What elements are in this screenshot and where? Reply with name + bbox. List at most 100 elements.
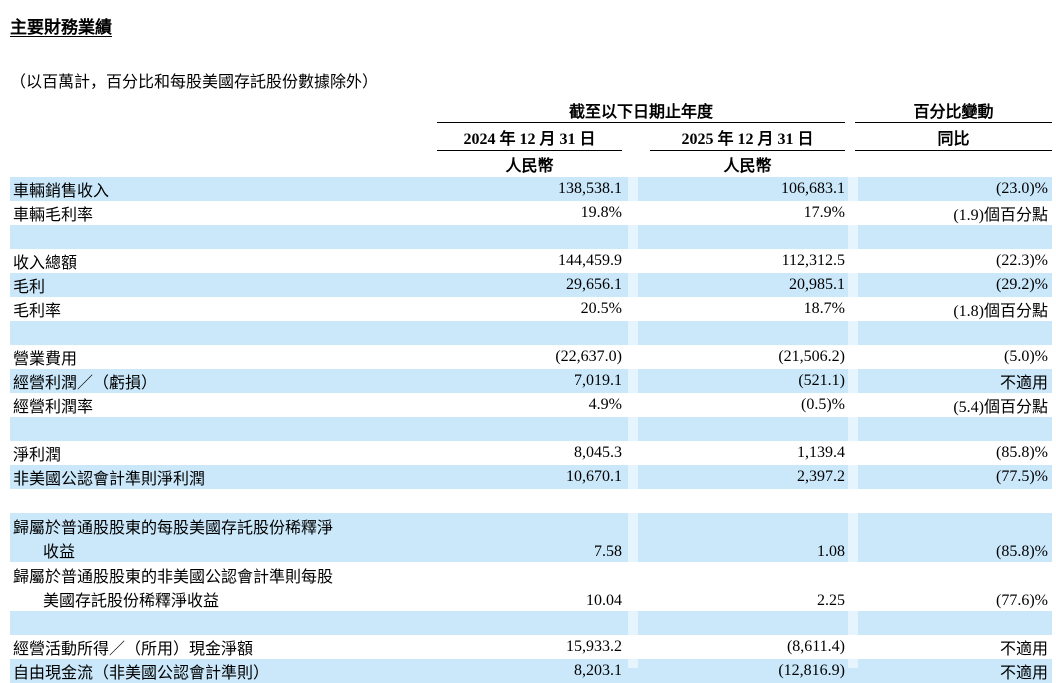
column-gap <box>845 225 855 249</box>
row-label <box>10 417 437 441</box>
column-gap <box>622 297 650 321</box>
row-label: 車輛銷售收入 <box>10 177 437 201</box>
page-title: 主要財務業績 <box>10 18 112 37</box>
column-gap <box>622 225 650 249</box>
value-2025: 20,985.1 <box>650 273 845 297</box>
value-2024: 144,459.9 <box>558 252 622 269</box>
row-label: 經營活動所得／（所用）現金淨額 <box>13 641 254 658</box>
column-gap <box>622 441 650 465</box>
column-gap <box>845 611 855 635</box>
value-2024: 4.9% <box>588 396 622 413</box>
value-yoy: (22.3)% <box>996 252 1048 269</box>
column-gap <box>845 659 855 683</box>
row-label <box>10 489 437 513</box>
row-label: 經營利潤率 <box>13 399 94 416</box>
financial-results-table: 截至以下日期止年度 百分比變動 2024 年 12 月 31 日 2025 年 … <box>10 98 1052 683</box>
header-spacer <box>10 98 437 123</box>
value-yoy: (77.5)% <box>855 465 1052 489</box>
spacer-row <box>10 321 1052 345</box>
column-gap <box>622 345 650 369</box>
value-yoy: 不適用 <box>999 641 1048 658</box>
column-gap <box>845 393 855 417</box>
column-gap <box>622 465 650 489</box>
header-spacer <box>10 151 437 178</box>
column-gap <box>622 177 650 201</box>
table-row: 營業費用 (22,637.0) (21,506.2) (5.0)% <box>10 345 1052 369</box>
row-label <box>10 611 437 635</box>
value-2024: 10.04 <box>586 592 622 609</box>
header-date-row: 2024 年 12 月 31 日 2025 年 12 月 31 日 同比 <box>10 122 1052 151</box>
value-2024: 20.5% <box>580 300 622 317</box>
header-gap <box>845 151 855 178</box>
column-gap <box>622 562 650 611</box>
table-row: 歸屬於普通股股東的非美國公認會計準則每股 美國存託股份稀釋淨收益 10.04 2.25… <box>10 562 1052 611</box>
spacer-row <box>10 611 1052 635</box>
row-label-line1: 歸屬於普通股股東的每股美國存託股份稀釋淨 <box>13 520 334 537</box>
column-header-2025: 2025 年 12 月 31 日 <box>650 122 845 151</box>
column-gap <box>845 273 855 297</box>
value-yoy: (1.8)個百分點 <box>953 303 1048 320</box>
value-2024 <box>437 489 622 513</box>
column-gap <box>622 249 650 273</box>
table-row: 經營活動所得／（所用）現金淨額 15,933.2 (8,611.4) 不適用 <box>10 635 1052 659</box>
value-2025: (12,816.9) <box>650 659 845 683</box>
value-yoy <box>855 611 1052 635</box>
value-2024 <box>437 611 622 635</box>
period-group-header: 截至以下日期止年度 <box>437 98 845 123</box>
row-label: 收入總額 <box>13 255 78 272</box>
spacer-row <box>10 417 1052 441</box>
value-yoy <box>855 489 1052 513</box>
column-gap <box>622 321 650 345</box>
currency-label-2024: 人民幣 <box>505 158 554 175</box>
column-gap <box>845 513 855 562</box>
value-2024 <box>437 321 622 345</box>
header-spacer <box>855 151 1052 178</box>
value-yoy: 不適用 <box>855 369 1052 393</box>
value-2024: 29,656.1 <box>437 273 622 297</box>
header-group-row: 截至以下日期止年度 百分比變動 <box>10 98 1052 123</box>
row-label: 車輛毛利率 <box>13 207 94 224</box>
column-gap <box>845 249 855 273</box>
value-2025: (21,506.2) <box>778 348 845 365</box>
value-2025: (0.5)% <box>801 396 845 413</box>
row-label: 淨利潤 <box>13 447 62 464</box>
column-gap <box>622 659 650 683</box>
value-2025: 106,683.1 <box>650 177 845 201</box>
column-gap <box>622 369 650 393</box>
value-2024 <box>437 225 622 249</box>
value-2024: 10,670.1 <box>437 465 622 489</box>
column-gap <box>845 489 855 513</box>
value-yoy: (5.4)個百分點 <box>953 399 1048 416</box>
table-row: 車輛毛利率 19.8% 17.9% (1.9)個百分點 <box>10 201 1052 225</box>
row-label: 非美國公認會計準則淨利潤 <box>10 465 437 489</box>
row-label: 毛利 <box>10 273 437 297</box>
value-2025 <box>650 417 845 441</box>
value-2024 <box>437 417 622 441</box>
value-2024: 19.8% <box>580 204 622 221</box>
row-label: 毛利率 <box>13 303 62 320</box>
column-gap <box>845 345 855 369</box>
yoy-header: 同比 <box>855 122 1052 151</box>
value-2025: 1.08 <box>650 513 845 562</box>
column-gap <box>622 635 650 659</box>
column-gap <box>845 635 855 659</box>
column-gap <box>845 562 855 611</box>
column-gap <box>845 417 855 441</box>
row-label-line2: 收益 <box>43 544 76 561</box>
value-2024: 7.58 <box>437 513 622 562</box>
value-yoy: 不適用 <box>855 659 1052 683</box>
value-yoy: (23.0)% <box>855 177 1052 201</box>
value-2024: (22,637.0) <box>555 348 622 365</box>
value-yoy: (29.2)% <box>855 273 1052 297</box>
row-label: 歸屬於普通股股東的非美國公認會計準則每股 美國存託股份稀釋淨收益 <box>10 562 437 611</box>
value-yoy <box>855 321 1052 345</box>
table-row: 經營利潤／（虧損） 7,019.1 (521.1) 不適用 <box>10 369 1052 393</box>
row-label-line1: 歸屬於普通股股東的非美國公認會計準則每股 <box>13 569 334 586</box>
table-row: 歸屬於普通股股東的每股美國存託股份稀釋淨 收益 7.58 1.08 (85.8)% <box>10 513 1052 562</box>
value-2025: 2,397.2 <box>650 465 845 489</box>
table-body: 車輛銷售收入 138,538.1 106,683.1 (23.0)% 車輛毛利率 19.8… <box>10 177 1052 683</box>
column-gap <box>845 465 855 489</box>
value-2025: 2.25 <box>817 592 845 609</box>
value-yoy: (1.9)個百分點 <box>953 207 1048 224</box>
column-gap <box>845 297 855 321</box>
